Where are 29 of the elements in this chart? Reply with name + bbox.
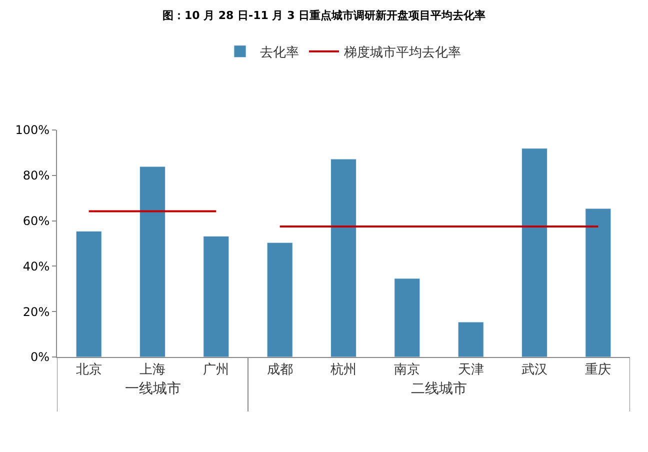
bar bbox=[76, 230, 102, 357]
text: 一线城市 bbox=[125, 381, 181, 397]
y-tick-label: 20% bbox=[22, 304, 50, 319]
y-tick-label: 100% bbox=[15, 123, 50, 138]
x-tick-label: 成都 bbox=[266, 362, 293, 378]
bar bbox=[266, 242, 293, 357]
bar bbox=[203, 236, 230, 357]
x-tick-label: 北京 bbox=[76, 362, 102, 378]
x-tick-label: 武汉 bbox=[522, 362, 548, 378]
bar bbox=[585, 208, 612, 357]
bar bbox=[140, 166, 166, 357]
x-tick-label: 上海 bbox=[140, 362, 166, 378]
y-tick-label: 40% bbox=[22, 259, 50, 274]
x-tick-label: 南京 bbox=[394, 362, 420, 378]
x-tick-label: 重庆 bbox=[585, 362, 612, 378]
bar bbox=[522, 148, 548, 357]
x-tick-label: 天津 bbox=[458, 362, 484, 378]
text: 二线城市 bbox=[411, 381, 467, 397]
bar bbox=[330, 158, 356, 357]
legend-label: 梯度城市平均去化率 bbox=[343, 44, 461, 60]
bar bbox=[394, 278, 420, 357]
x-tick-label: 广州 bbox=[203, 362, 230, 378]
chart-title: 图：10 月 28 日-11 月 3 日重点城市调研新开盘项目平均去化率 bbox=[162, 9, 486, 22]
x-tick-label: 杭州 bbox=[330, 362, 356, 378]
y-tick-label: 80% bbox=[22, 168, 50, 183]
legend-label: 去化率 bbox=[260, 44, 299, 60]
bar bbox=[458, 322, 484, 357]
y-tick-label: 0% bbox=[30, 350, 50, 364]
y-tick-label: 60% bbox=[22, 214, 50, 228]
